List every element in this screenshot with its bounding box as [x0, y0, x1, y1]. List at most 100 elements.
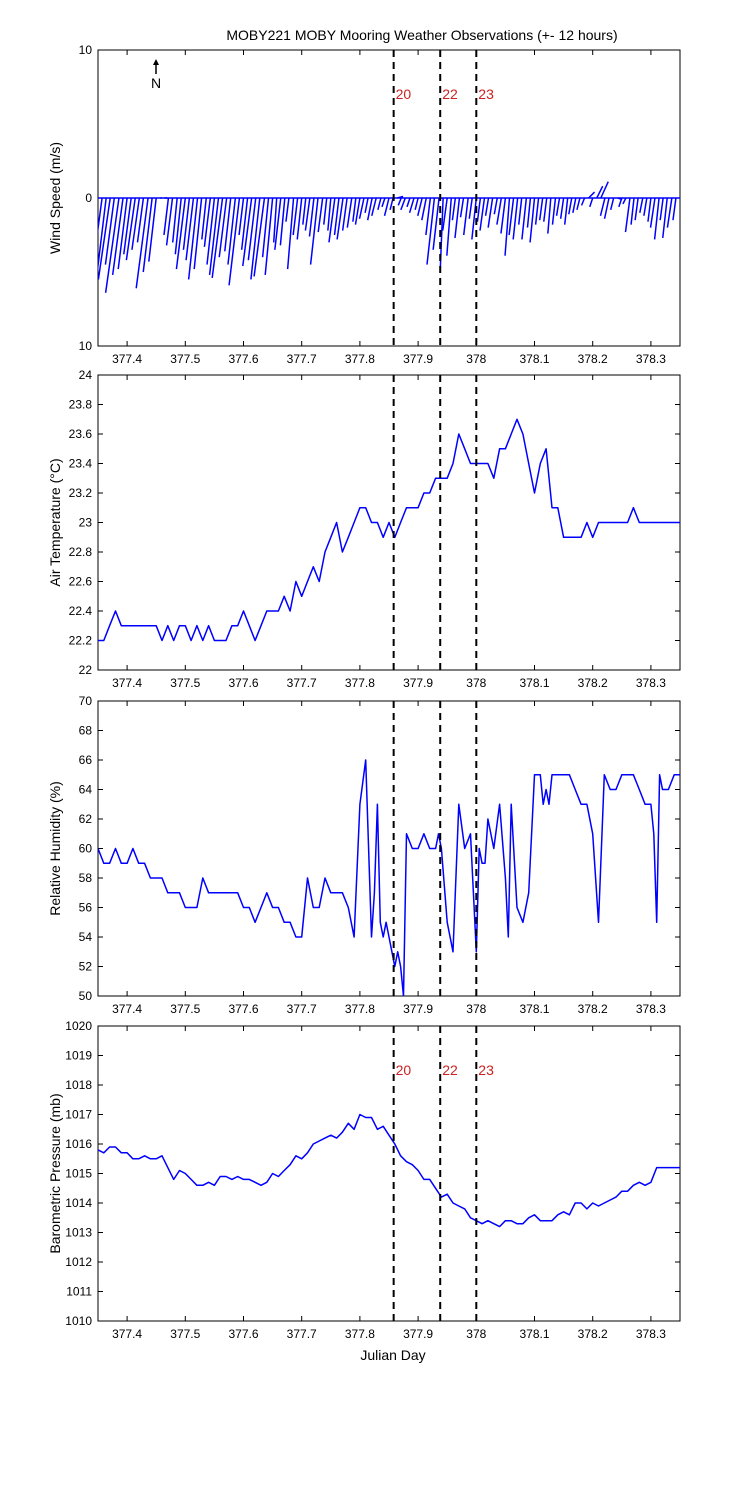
- wind-vector: [479, 197, 486, 231]
- wind-vector: [123, 197, 132, 255]
- rh-ytick-label: 56: [79, 901, 93, 915]
- wind-vector: [471, 197, 478, 240]
- bp-ytick-label: 1015: [65, 1167, 92, 1181]
- temp-xtick-label: 377.6: [228, 676, 258, 690]
- rh-ytick-label: 58: [79, 871, 93, 885]
- wind-vector: [504, 197, 511, 256]
- bp-marker-label: 22: [442, 1062, 458, 1078]
- wind-xtick-label: 378.3: [636, 352, 666, 366]
- wind-vector: [174, 197, 182, 255]
- wind-vector: [285, 197, 290, 222]
- bp-marker-label: 20: [396, 1062, 412, 1078]
- wind-vector: [639, 197, 644, 213]
- bp-xtick-label: 377.6: [228, 1327, 258, 1341]
- wind-xtick-label: 377.5: [170, 352, 200, 366]
- wind-vector: [264, 197, 274, 276]
- wind-vector: [451, 197, 457, 221]
- wind-y-axis-label: Wind Speed (m/s): [47, 142, 63, 254]
- wind-vector: [187, 197, 199, 280]
- wind-vector: [421, 197, 427, 221]
- wind-vector: [425, 197, 432, 236]
- rh-xtick-label: 377.6: [228, 1002, 258, 1016]
- bp-ytick-label: 1018: [65, 1078, 92, 1092]
- wind-vector: [396, 195, 404, 199]
- wind-vector: [377, 197, 382, 211]
- bp-ytick-label: 1013: [65, 1226, 92, 1240]
- wind-vector: [397, 197, 402, 206]
- rh-xtick-label: 377.5: [170, 1002, 200, 1016]
- wind-vector: [317, 197, 324, 233]
- wind-vector: [647, 197, 652, 222]
- wind-vector: [521, 197, 528, 240]
- wind-vector: [580, 197, 586, 206]
- temp-xtick-label: 378.3: [636, 676, 666, 690]
- wind-vector: [493, 197, 498, 215]
- wind-vector: [568, 197, 573, 215]
- wind-xtick-label: 378: [466, 352, 486, 366]
- wind-vector: [596, 185, 604, 199]
- wind-ytick-label: 10: [79, 339, 93, 353]
- wind-vector: [417, 197, 423, 216]
- rh-xtick-label: 377.7: [287, 1002, 317, 1016]
- wind-marker-label: 20: [396, 86, 412, 102]
- rh-ytick-label: 66: [79, 753, 93, 767]
- wind-vector: [135, 197, 149, 289]
- wind-vector: [672, 197, 677, 221]
- wind-vector: [446, 197, 453, 256]
- wind-vector: [341, 197, 348, 231]
- rh-xtick-label: 378.3: [636, 1002, 666, 1016]
- wind-vector: [603, 197, 610, 219]
- rh-ytick-label: 70: [79, 694, 93, 708]
- wind-vector: [250, 197, 261, 280]
- wind-ytick-label: 0: [85, 191, 92, 205]
- wind-vector: [247, 197, 257, 261]
- wind-vector: [508, 197, 515, 236]
- wind-xtick-label: 377.9: [403, 352, 433, 366]
- wind-vector: [381, 197, 386, 208]
- wind-vector: [517, 197, 523, 225]
- wind-vector: [302, 197, 307, 225]
- rh-xtick-label: 377.4: [112, 1002, 142, 1016]
- wind-vector: [98, 197, 107, 272]
- bp-xtick-label: 377.7: [287, 1327, 317, 1341]
- wind-vector: [193, 197, 203, 270]
- wind-vector: [346, 197, 353, 228]
- wind-vector: [272, 197, 278, 243]
- bp-xtick-label: 377.9: [403, 1327, 433, 1341]
- temp-series-line: [98, 418, 680, 642]
- bp-xtick-label: 377.4: [112, 1327, 142, 1341]
- wind-vector: [526, 197, 532, 228]
- bp-marker-label: 23: [478, 1062, 494, 1078]
- rh-series-line: [98, 759, 680, 996]
- wind-vector: [185, 197, 195, 261]
- rh-xtick-label: 378.1: [519, 1002, 549, 1016]
- wind-vector: [308, 197, 315, 237]
- wind-vector: [125, 197, 136, 261]
- wind-vector: [364, 197, 369, 213]
- bp-ytick-label: 1014: [65, 1196, 92, 1210]
- bp-series-line: [98, 1113, 680, 1228]
- wind-vector: [408, 197, 415, 214]
- wind-vector: [432, 197, 440, 250]
- wind-xtick-label: 377.7: [287, 352, 317, 366]
- wind-vector: [572, 197, 577, 213]
- x-axis-label: Julian Day: [360, 1347, 425, 1363]
- rh-ytick-label: 54: [79, 930, 93, 944]
- north-arrow-head: [153, 59, 159, 65]
- wind-vector: [111, 197, 124, 276]
- temp-xtick-label: 378: [466, 676, 486, 690]
- rh-ytick-label: 62: [79, 812, 93, 826]
- wind-vector: [327, 197, 332, 231]
- wind-vector: [296, 197, 303, 240]
- rh-ytick-label: 60: [79, 842, 93, 856]
- wind-vector: [98, 197, 111, 280]
- bp-ytick-label: 1016: [65, 1137, 92, 1151]
- wind-vector: [666, 197, 673, 228]
- wind-vector: [538, 197, 544, 221]
- wind-vector: [218, 197, 228, 258]
- wind-vector: [563, 197, 569, 225]
- wind-vector: [104, 197, 116, 265]
- bp-ytick-label: 1019: [65, 1049, 92, 1063]
- wind-xtick-label: 378.1: [519, 352, 549, 366]
- wind-xtick-label: 377.8: [345, 352, 375, 366]
